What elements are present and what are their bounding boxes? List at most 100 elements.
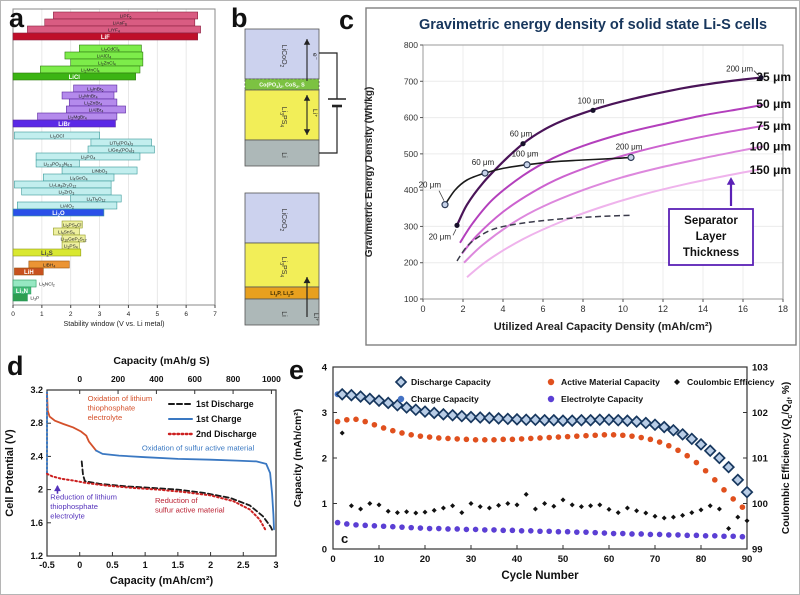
svg-text:400: 400: [404, 185, 418, 195]
svg-text:90: 90: [742, 554, 753, 565]
svg-text:c: c: [341, 531, 348, 546]
active-material-point: [537, 435, 543, 441]
svg-text:Li3PS4: Li3PS4: [64, 243, 78, 249]
stability-bar: [12, 32, 198, 41]
svg-text:LiPF6: LiPF6: [120, 13, 132, 19]
svg-text:20 μm: 20 μm: [429, 232, 452, 241]
svg-text:500: 500: [404, 149, 418, 159]
svg-text:2nd Discharge: 2nd Discharge: [196, 429, 257, 439]
svg-text:Cell Potential (V): Cell Potential (V): [4, 429, 16, 517]
svg-text:Oxidation of sulfur active mat: Oxidation of sulfur active material: [142, 444, 255, 453]
svg-text:103: 103: [752, 363, 768, 374]
active-material-point: [436, 435, 442, 441]
stability-bar: [12, 248, 82, 257]
svg-text:300: 300: [404, 221, 418, 231]
svg-text:10: 10: [374, 554, 385, 565]
electrolyte-point: [399, 524, 405, 530]
stability-bar: [12, 208, 105, 217]
svg-text:0.5: 0.5: [106, 560, 119, 570]
electrolyte-point: [610, 530, 617, 537]
svg-text:800: 800: [404, 40, 418, 50]
svg-text:Li⁺: Li⁺: [311, 109, 318, 118]
svg-text:LiNbO3: LiNbO3: [92, 168, 108, 174]
panel-b: LiCoO2 Co(PO3)2, CoS2, S Li3PS4 Li e⁻ Li⁺ LiCo…: [227, 3, 355, 347]
svg-text:Li: Li: [280, 311, 287, 317]
svg-text:Li2.9PO3.3N0.5: Li2.9PO3.3N0.5: [43, 161, 72, 167]
svg-text:LiCoO2: LiCoO2: [278, 209, 287, 232]
active-material-point: [721, 487, 727, 493]
svg-text:Thickness: Thickness: [683, 247, 739, 259]
electrolyte-point: [436, 525, 442, 532]
panel-b-label: b: [231, 3, 248, 33]
svg-text:12: 12: [658, 304, 668, 314]
svg-text:10: 10: [618, 304, 628, 314]
svg-text:50 μm: 50 μm: [756, 97, 791, 111]
svg-text:18: 18: [778, 304, 788, 314]
active-material-point: [528, 435, 534, 442]
svg-text:200 μm: 200 μm: [616, 142, 643, 151]
electrolyte-point: [629, 531, 635, 537]
active-material-point: [334, 418, 341, 425]
electrolyte-point: [721, 533, 727, 540]
svg-text:Li2MnBr4: Li2MnBr4: [79, 93, 98, 99]
electrolyte-point: [334, 519, 341, 526]
electrolyte-point: [445, 526, 451, 532]
svg-text:Capacity (mAh/cm²): Capacity (mAh/cm²): [292, 409, 304, 508]
svg-text:8: 8: [580, 304, 585, 314]
electrolyte-point: [528, 528, 534, 534]
svg-text:20 μm: 20 μm: [419, 181, 442, 190]
electrolyte-point: [574, 529, 580, 535]
svg-text:60 μm: 60 μm: [472, 158, 495, 167]
svg-text:LiCl: LiCl: [69, 75, 81, 81]
svg-text:LiH: LiH: [24, 270, 34, 276]
svg-text:16: 16: [738, 304, 748, 314]
active-material-point: [454, 436, 460, 442]
reference-point: [523, 161, 531, 169]
svg-text:Coulombic Efficiency (Qc/Qd, %: Coulombic Efficiency (Qc/Qd, %): [781, 382, 794, 534]
svg-text:Li3P, Li2S: Li3P, Li2S: [270, 291, 294, 298]
active-material-point: [362, 418, 368, 425]
svg-text:Li3PS4: Li3PS4: [278, 257, 287, 278]
svg-text:Li: Li: [280, 152, 287, 158]
svg-text:-0.5: -0.5: [39, 560, 55, 570]
panel-c-label: c: [339, 5, 355, 35]
cathode-thickness-point: [454, 222, 460, 228]
electrolyte-point: [656, 531, 663, 538]
cathode-thickness-point: [590, 107, 596, 113]
svg-text:Active Material Capacity: Active Material Capacity: [561, 377, 660, 387]
active-material-point: [638, 434, 644, 441]
svg-text:Capacity (mAh/cm²): Capacity (mAh/cm²): [110, 575, 214, 587]
svg-text:2: 2: [322, 454, 327, 465]
svg-text:sulfur active material: sulfur active material: [155, 505, 225, 514]
svg-text:0: 0: [322, 545, 327, 556]
svg-text:LiYF4: LiYF4: [108, 27, 120, 33]
stability-bar: [28, 260, 70, 269]
electrolyte-point: [472, 526, 479, 533]
svg-text:2: 2: [208, 560, 213, 570]
electrolyte-point: [509, 527, 516, 534]
svg-text:50: 50: [558, 554, 569, 565]
svg-text:600: 600: [404, 113, 418, 123]
svg-text:Li3OCl: Li3OCl: [50, 133, 64, 139]
svg-text:3: 3: [98, 311, 102, 318]
svg-text:2: 2: [69, 311, 73, 318]
svg-text:thiophosphate: thiophosphate: [88, 403, 136, 412]
svg-text:400: 400: [149, 374, 163, 384]
svg-text:1st Discharge: 1st Discharge: [196, 399, 254, 409]
svg-text:25 μm: 25 μm: [756, 70, 791, 84]
svg-text:1000: 1000: [262, 374, 281, 384]
active-material-point: [564, 433, 571, 440]
svg-text:Charge Capacity: Charge Capacity: [411, 394, 479, 404]
svg-text:0: 0: [77, 560, 82, 570]
svg-text:Reduction of: Reduction of: [155, 496, 199, 505]
svg-text:2.4: 2.4: [30, 451, 43, 461]
svg-text:2.5: 2.5: [237, 560, 250, 570]
svg-text:Li2MgBr4: Li2MgBr4: [68, 114, 87, 120]
stability-bar: [12, 72, 136, 81]
layer-licoo2: [244, 192, 320, 244]
svg-text:1.6: 1.6: [30, 518, 43, 528]
electrolyte-point: [739, 533, 746, 540]
svg-text:4: 4: [322, 363, 328, 374]
svg-text:Li2S: Li2S: [41, 251, 53, 258]
svg-text:Cycle Number: Cycle Number: [501, 570, 579, 582]
